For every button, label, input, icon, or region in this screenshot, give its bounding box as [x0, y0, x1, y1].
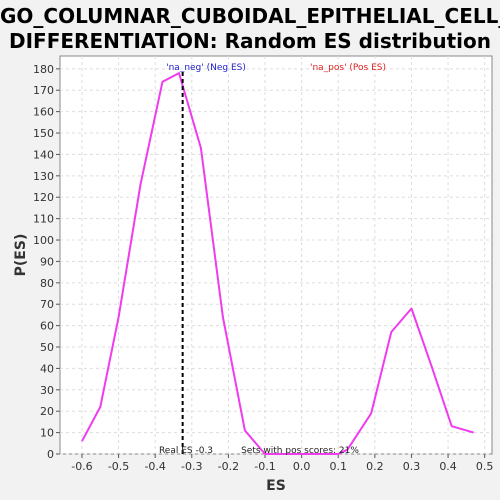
series-group	[81, 72, 474, 455]
y-tick-label: 10	[40, 427, 54, 440]
y-tick-label: 50	[40, 341, 54, 354]
y-tick-label: 40	[40, 362, 54, 375]
x-tick-label: 0.0	[293, 460, 311, 473]
chart-title-line-1: GO_COLUMNAR_CUBOIDAL_EPITHELIAL_CELL_	[0, 4, 500, 28]
chart-title-line-2: DIFFERENTIATION: Random ES distribution	[9, 29, 491, 53]
x-tick-label: 0.4	[439, 460, 457, 473]
pos-es-label: 'na_pos' (Pos ES)	[310, 63, 386, 73]
x-tick-label: -0.4	[144, 460, 165, 473]
x-tick-label: 0.5	[476, 460, 494, 473]
axes: 0 10 20 30 40 50 60 70 80 90 100 110 120 130 140 150 160…	[33, 63, 493, 473]
y-tick-label: 70	[40, 298, 54, 311]
y-tick-label: 120	[33, 191, 54, 204]
y-tick-label: 140	[33, 148, 54, 161]
annotations: 'na_neg' (Neg ES) 'na_pos' (Pos ES) Real E…	[159, 63, 386, 456]
x-tick-label: 0.2	[366, 460, 384, 473]
x-tick-label: 0.3	[403, 460, 421, 473]
y-tick-label: 90	[40, 255, 54, 268]
es-distribution-line	[81, 72, 474, 455]
y-tick-label: 130	[33, 170, 54, 183]
grid	[60, 56, 492, 455]
y-tick-label: 110	[33, 213, 54, 226]
plot-area	[59, 55, 493, 455]
x-tick-label: -0.2	[218, 460, 239, 473]
x-tick-label: -0.5	[108, 460, 129, 473]
x-tick-label: 0.1	[329, 460, 347, 473]
y-tick-label: 30	[40, 384, 54, 397]
y-tick-label: 20	[40, 405, 54, 418]
y-tick-label: 60	[40, 320, 54, 333]
y-tick-label: 170	[33, 84, 54, 97]
x-tick-label: -0.1	[254, 460, 275, 473]
y-tick-label: 160	[33, 106, 54, 119]
x-tick-label: -0.3	[181, 460, 202, 473]
real-es-text: Real ES -0.3	[159, 446, 213, 456]
chart-title: GO_COLUMNAR_CUBOIDAL_EPITHELIAL_CELL_ DI…	[0, 4, 500, 54]
x-tick-label: -0.6	[71, 460, 92, 473]
y-tick-label: 80	[40, 277, 54, 290]
y-tick-label: 100	[33, 234, 54, 247]
neg-es-label: 'na_neg' (Neg ES)	[166, 63, 246, 73]
y-tick-label: 180	[33, 63, 54, 76]
y-tick-label: 0	[47, 448, 54, 461]
pos-scores-text: Sets with pos scores: 21%	[241, 446, 359, 456]
x-axis-label: ES	[266, 478, 286, 494]
y-tick-label: 150	[33, 127, 54, 140]
y-axis-label: P(ES)	[13, 234, 29, 277]
